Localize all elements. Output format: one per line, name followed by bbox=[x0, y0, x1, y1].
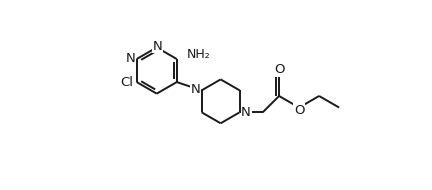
Text: Cl: Cl bbox=[120, 76, 133, 89]
Text: N: N bbox=[152, 40, 162, 53]
Text: O: O bbox=[294, 104, 304, 117]
Text: O: O bbox=[274, 63, 284, 76]
Text: NH₂: NH₂ bbox=[187, 48, 210, 61]
Text: N: N bbox=[241, 106, 251, 119]
Text: N: N bbox=[125, 52, 135, 65]
Text: N: N bbox=[191, 83, 200, 96]
